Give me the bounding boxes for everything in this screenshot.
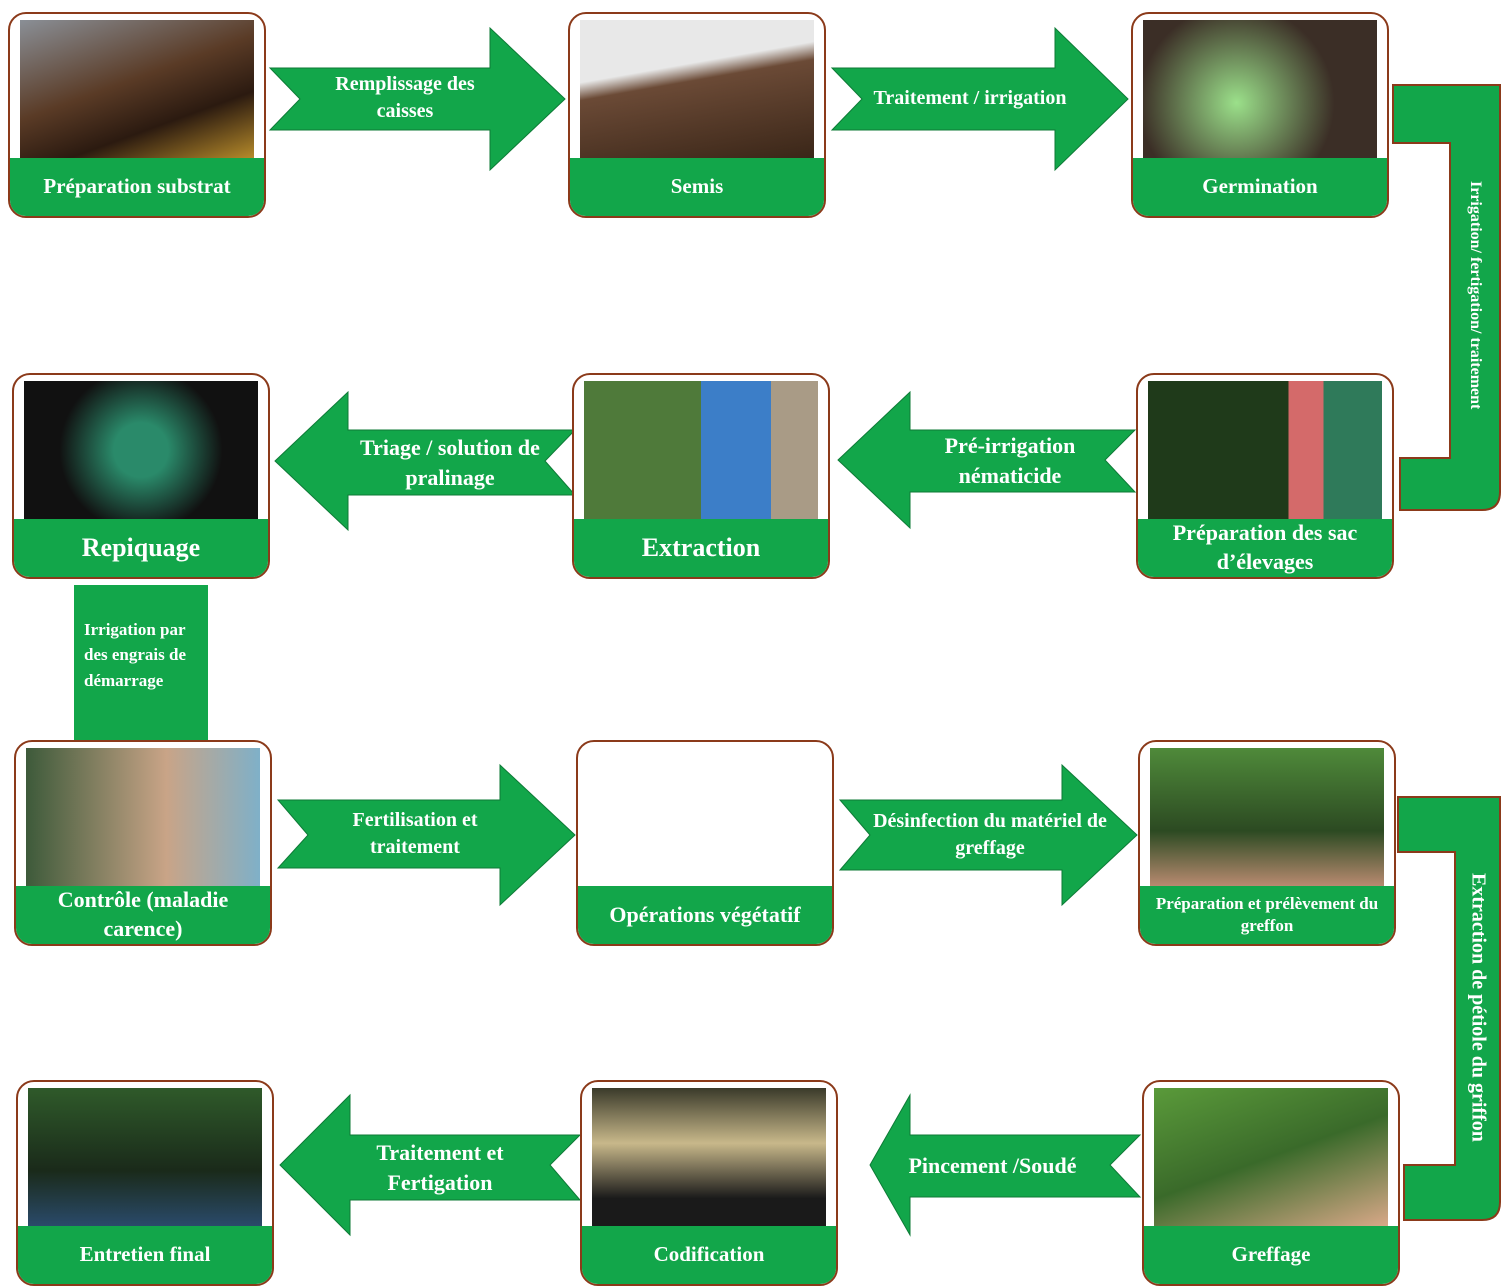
photo — [24, 381, 258, 519]
node: Germination — [1131, 12, 1389, 218]
node: Préparation et prélèvement du greffon — [1138, 740, 1396, 946]
connector-label: Extraction de pétiole du griffon — [1456, 797, 1500, 1217]
diagram: Préparation substrat Semis Germination R… — [0, 0, 1501, 1288]
photo — [580, 20, 814, 158]
node: Codification — [580, 1080, 838, 1286]
node-label: Préparation des sac d’élevages — [1138, 519, 1392, 577]
arrow-label: Traitement / irrigation — [870, 66, 1070, 130]
photo — [28, 1088, 262, 1226]
node-label: Repiquage — [14, 519, 268, 577]
node: Contrôle (maladie carence) — [14, 740, 272, 946]
node: Entretien final — [16, 1080, 274, 1286]
arrow-label: Désinfection du matériel de greffage — [870, 800, 1110, 870]
node-label: Opérations végétatif — [578, 886, 832, 944]
arrow-label: Traitement et Fertigation — [340, 1135, 540, 1201]
arrow-label: Pré-irrigation nématicide — [905, 428, 1115, 494]
photo — [1150, 748, 1384, 886]
node: Extraction — [572, 373, 830, 579]
node: Opérations végétatif — [576, 740, 834, 946]
node-label: Germination — [1133, 158, 1387, 216]
node: Préparation substrat — [8, 12, 266, 218]
node: Repiquage — [12, 373, 270, 579]
connector-label: Irrigation par des engrais de démarrage — [84, 595, 202, 715]
arrow-label: Fertilisation et traitement — [310, 800, 520, 868]
photo — [1154, 1088, 1388, 1226]
node: Préparation des sac d’élevages — [1136, 373, 1394, 579]
arrow-label: Triage / solution de pralinage — [340, 430, 560, 496]
node-label: Préparation et prélèvement du greffon — [1140, 886, 1394, 944]
connector-label: Irrigation/ fertigation/ traitement — [1452, 85, 1498, 505]
photo — [26, 748, 260, 886]
node-label: Greffage — [1144, 1226, 1398, 1284]
node-label: Semis — [570, 158, 824, 216]
photo — [584, 381, 818, 519]
arrow-label: Remplissage des caisses — [305, 66, 505, 130]
photo — [20, 20, 254, 158]
node-label: Préparation substrat — [10, 158, 264, 216]
photo — [1148, 381, 1382, 519]
node-label: Extraction — [574, 519, 828, 577]
node: Semis — [568, 12, 826, 218]
node: Greffage — [1142, 1080, 1400, 1286]
node-label: Entretien final — [18, 1226, 272, 1284]
photo — [1143, 20, 1377, 158]
node-label: Codification — [582, 1226, 836, 1284]
node-label: Contrôle (maladie carence) — [16, 886, 270, 944]
arrow-label: Pincement /Soudé — [880, 1135, 1105, 1197]
photo — [592, 1088, 826, 1226]
